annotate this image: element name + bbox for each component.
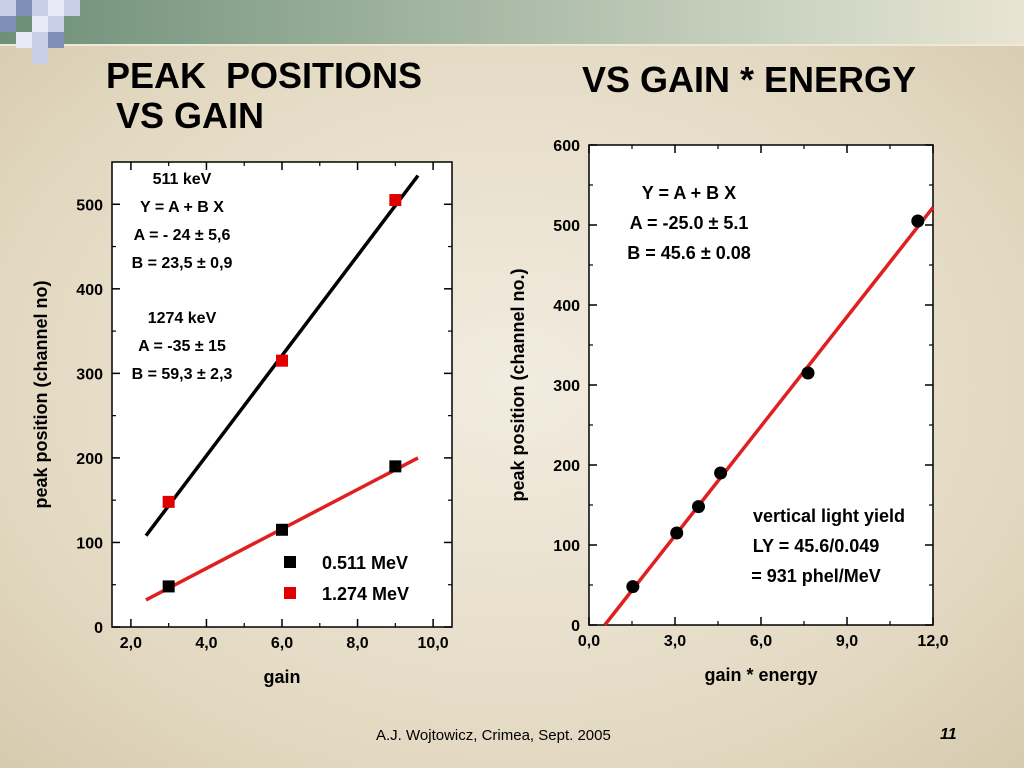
- fit-line: [603, 206, 935, 627]
- x-tick-label: 6,0: [271, 635, 293, 652]
- banner-divider: [0, 44, 1024, 46]
- data-point: [276, 354, 288, 367]
- corner-decoration: [0, 0, 80, 64]
- y-tick-label: 100: [76, 535, 103, 552]
- x-axis-label: gain * energy: [704, 665, 817, 685]
- x-axis-label: gain: [263, 667, 300, 687]
- legend-label: 1.274 MeV: [322, 584, 409, 604]
- y-tick-label: 200: [553, 458, 580, 475]
- title-left-line1: PEAK POSITIONS: [106, 55, 423, 96]
- data-point: [626, 580, 640, 594]
- legend-marker: [284, 587, 296, 599]
- y-tick-label: 0: [571, 618, 580, 635]
- y-tick-label: 300: [76, 366, 103, 383]
- data-point: [162, 580, 175, 593]
- y-tick-label: 400: [553, 298, 580, 315]
- title-left-line2: VS GAIN: [106, 95, 265, 136]
- x-tick-label: 3,0: [664, 633, 686, 650]
- data-point: [670, 526, 684, 540]
- data-point: [162, 495, 175, 508]
- x-tick-label: 2,0: [120, 635, 142, 652]
- x-tick-label: 10,0: [418, 635, 449, 652]
- annotation: 511 keV: [153, 171, 212, 188]
- y-tick-label: 300: [553, 378, 580, 395]
- annotation: B = 45.6 ± 0.08: [627, 243, 750, 263]
- y-tick-label: 500: [76, 197, 103, 214]
- y-axis-label: peak position (channel no.): [508, 268, 528, 501]
- annotation: A = -25.0 ± 5.1: [630, 213, 749, 233]
- plot-area: [111, 161, 453, 628]
- data-point: [389, 194, 402, 207]
- y-axis-label: peak position (channel no): [31, 280, 51, 508]
- x-tick-label: 6,0: [750, 633, 772, 650]
- y-tick-label: 600: [553, 138, 580, 155]
- top-banner: [0, 0, 1024, 44]
- annotation: = 931 phel/MeV: [751, 566, 881, 586]
- annotation: A = - 24 ± 5,6: [134, 227, 231, 244]
- page-number: 11: [940, 726, 957, 743]
- annotation: B = 59,3 ± 2,3: [132, 366, 233, 383]
- y-tick-label: 0: [94, 620, 103, 637]
- data-point: [692, 500, 706, 514]
- data-point: [276, 523, 288, 536]
- legend-marker: [284, 556, 296, 568]
- footer-author: A.J. Wojtowicz, Crimea, Sept. 2005: [376, 727, 611, 744]
- legend-label: 0.511 MeV: [322, 553, 408, 573]
- x-tick-label: 9,0: [836, 633, 858, 650]
- slide-title-left: PEAK POSITIONS VS GAIN: [106, 56, 422, 136]
- annotation: Y = A + B X: [140, 199, 224, 216]
- annotation: B = 23,5 ± 0,9: [132, 255, 233, 272]
- y-tick-label: 500: [553, 218, 580, 235]
- data-point: [911, 214, 925, 228]
- x-tick-label: 12,0: [917, 633, 948, 650]
- annotation: LY = 45.6/0.049: [753, 536, 880, 556]
- annotation: vertical light yield: [753, 506, 905, 526]
- x-tick-label: 8,0: [346, 635, 368, 652]
- data-point: [389, 460, 402, 473]
- x-tick-label: 4,0: [195, 635, 217, 652]
- data-point: [714, 466, 728, 480]
- slide-title-right: VS GAIN * ENERGY: [582, 59, 917, 100]
- y-tick-label: 100: [553, 538, 580, 555]
- annotation: Y = A + B X: [642, 183, 736, 203]
- data-point: [801, 366, 815, 380]
- annotation: 1274 keV: [148, 310, 217, 327]
- x-tick-label: 0,0: [578, 633, 600, 650]
- y-tick-label: 200: [76, 451, 103, 468]
- y-tick-label: 400: [76, 282, 103, 299]
- annotation: A = -35 ± 15: [138, 338, 226, 355]
